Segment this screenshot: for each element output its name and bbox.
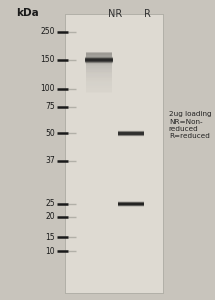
Bar — [86, 88, 112, 90]
Bar — [85, 61, 113, 62]
Bar — [118, 134, 144, 135]
Bar — [85, 58, 113, 59]
Bar — [86, 81, 112, 84]
Bar — [118, 206, 144, 207]
Bar — [86, 74, 112, 77]
Bar — [86, 62, 112, 65]
Bar — [86, 60, 112, 62]
Bar — [118, 135, 144, 136]
Bar — [118, 134, 144, 135]
Bar — [85, 62, 113, 63]
Text: 250: 250 — [40, 27, 55, 36]
Bar — [86, 55, 112, 57]
Bar — [64, 14, 163, 292]
Text: 15: 15 — [45, 232, 55, 242]
Bar — [118, 206, 144, 207]
Bar — [86, 86, 112, 89]
Text: NR: NR — [108, 9, 122, 19]
Text: 10: 10 — [45, 247, 55, 256]
Bar — [85, 56, 113, 57]
Bar — [86, 65, 112, 68]
Bar — [118, 132, 144, 133]
Bar — [86, 85, 112, 88]
Bar — [86, 61, 112, 64]
Bar — [86, 89, 112, 92]
Bar — [118, 205, 144, 206]
Bar — [86, 66, 112, 69]
Bar — [86, 53, 112, 56]
Bar — [118, 131, 144, 132]
Bar — [118, 205, 144, 206]
Bar — [86, 57, 112, 60]
Bar — [118, 201, 144, 202]
Bar — [85, 60, 113, 61]
Text: kDa: kDa — [17, 8, 39, 17]
Bar — [118, 131, 144, 132]
Bar — [86, 58, 112, 61]
Text: 100: 100 — [40, 84, 55, 93]
Bar — [86, 80, 112, 82]
Bar — [118, 204, 144, 205]
Bar — [86, 73, 112, 76]
Bar — [86, 69, 112, 72]
Bar — [118, 130, 144, 131]
Bar — [118, 202, 144, 203]
Bar — [85, 61, 113, 62]
Bar — [86, 84, 112, 86]
Bar — [86, 56, 112, 58]
Bar — [85, 62, 113, 63]
Bar — [86, 68, 112, 70]
Text: 150: 150 — [40, 56, 55, 64]
Bar — [86, 52, 112, 55]
Bar — [85, 63, 113, 64]
Bar — [118, 202, 144, 203]
Bar — [118, 204, 144, 205]
Text: 75: 75 — [45, 102, 55, 111]
Bar — [118, 202, 144, 203]
Bar — [118, 203, 144, 204]
Bar — [85, 58, 113, 59]
Bar — [118, 203, 144, 204]
Bar — [118, 136, 144, 137]
Text: 50: 50 — [45, 129, 55, 138]
Bar — [86, 64, 112, 67]
Bar — [86, 82, 112, 85]
Bar — [118, 130, 144, 131]
Bar — [118, 133, 144, 134]
Text: 2ug loading
NR=Non-
reduced
R=reduced: 2ug loading NR=Non- reduced R=reduced — [169, 111, 211, 140]
Bar — [86, 72, 112, 74]
Bar — [85, 57, 113, 58]
Text: 37: 37 — [45, 156, 55, 165]
Text: 25: 25 — [45, 200, 55, 208]
Bar — [86, 90, 112, 93]
Bar — [85, 57, 113, 58]
Bar — [85, 59, 113, 60]
Bar — [86, 70, 112, 73]
Bar — [118, 201, 144, 202]
Bar — [86, 77, 112, 80]
Text: 20: 20 — [45, 212, 55, 221]
Bar — [86, 78, 112, 81]
Bar — [118, 132, 144, 133]
Text: R: R — [144, 9, 151, 19]
Bar — [86, 76, 112, 78]
Bar — [118, 135, 144, 136]
Bar — [118, 133, 144, 134]
